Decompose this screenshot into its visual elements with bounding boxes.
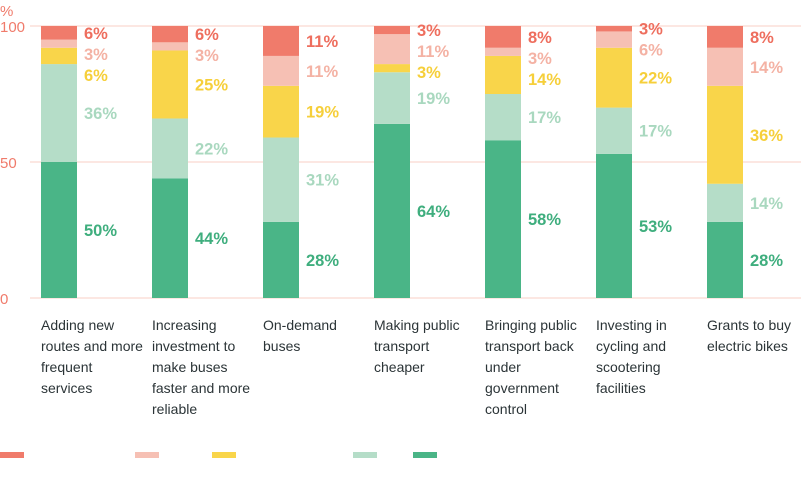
data-label: 14% (750, 195, 783, 213)
data-label: 11% (417, 43, 449, 61)
data-label: 11% (306, 63, 338, 81)
data-label: 22% (195, 140, 228, 158)
data-label: 3% (417, 64, 441, 82)
bar-segment (596, 153, 632, 298)
legend-swatch (0, 452, 24, 458)
category-label: On-demand buses (263, 317, 337, 354)
bar-segment (596, 31, 632, 48)
data-label: 14% (750, 59, 783, 77)
bar-segment (596, 107, 632, 154)
data-label: 17% (528, 109, 561, 127)
data-label: 6% (84, 67, 108, 85)
data-label: 22% (639, 70, 672, 88)
bar-segment (707, 47, 743, 86)
category-label: Investing in cycling and scootering faci… (596, 317, 667, 396)
data-label: 6% (195, 26, 219, 44)
data-label: 50% (84, 222, 117, 240)
data-label: 8% (750, 29, 774, 47)
bar-segment (263, 137, 299, 222)
data-label: 3% (84, 46, 108, 64)
legend-item: Don’t mind/unsure (212, 452, 338, 487)
bar-segment (152, 42, 188, 51)
data-label: 31% (306, 172, 339, 190)
bar-segment (41, 47, 77, 65)
bar-segment (485, 94, 521, 141)
legend-item: Disagree (134, 452, 197, 487)
bar-segment (374, 64, 410, 73)
bar-segment (707, 26, 743, 48)
bar-segment (485, 140, 521, 298)
bar-segment (485, 47, 521, 56)
bar-segment (263, 85, 299, 138)
data-label: 36% (750, 127, 783, 145)
bar-segment (152, 118, 188, 179)
bar-segment (41, 162, 77, 298)
category-label: Making public transport cheaper (374, 317, 460, 375)
legend-item: Strongly agree (413, 452, 514, 487)
data-label: 6% (84, 25, 108, 43)
data-label: 25% (195, 76, 228, 94)
data-label: 3% (195, 47, 219, 65)
data-label: 6% (639, 42, 663, 60)
category-label: Adding new routes and more frequent serv… (41, 317, 143, 396)
y-tick-label: 100 (0, 19, 25, 36)
legend-item: Strongly disagree (0, 452, 121, 487)
bar-segment (41, 39, 77, 48)
data-label: 28% (750, 252, 783, 270)
bar-segment (596, 26, 632, 32)
bar-segment (263, 55, 299, 86)
y-tick-label: 0 (0, 291, 8, 308)
data-label: 58% (528, 211, 561, 229)
y-axis-unit: % (0, 3, 13, 20)
legend-swatch (134, 452, 159, 458)
bar-segment (263, 26, 299, 56)
bar-segment (41, 64, 77, 162)
bar-segment (263, 221, 299, 298)
bar-segment (152, 26, 188, 43)
bar-segment (374, 34, 410, 65)
data-label: 53% (639, 218, 672, 236)
legend-swatch (413, 452, 437, 458)
data-label: 36% (84, 105, 117, 123)
bar-segment (707, 183, 743, 222)
data-label: 11% (306, 33, 338, 51)
data-label: 3% (528, 50, 552, 68)
category-label: Grants to buy electric bikes (707, 317, 792, 354)
bar-segment (374, 26, 410, 35)
data-label: 3% (639, 21, 663, 39)
data-label: 64% (417, 203, 450, 221)
data-label: 8% (528, 29, 552, 47)
bar-segment (41, 26, 77, 40)
legend-swatch (353, 452, 377, 458)
data-label: 17% (639, 123, 672, 141)
bar-segment (485, 26, 521, 48)
bar-segment (374, 72, 410, 124)
data-label: 28% (306, 252, 339, 270)
bar-segment (707, 221, 743, 298)
category-label: Bringing public transport back under gov… (485, 317, 577, 417)
category-label: Increasing investment to make buses fast… (152, 317, 251, 417)
legend-item: Agree (353, 452, 394, 487)
bar-segment (374, 123, 410, 298)
bar-segment (152, 178, 188, 298)
data-label: 19% (306, 104, 339, 122)
y-tick-label: 50 (0, 155, 17, 172)
bar-segment (152, 50, 188, 119)
data-label: 3% (417, 22, 441, 40)
data-label: 14% (528, 71, 561, 89)
data-label: 19% (417, 90, 450, 108)
data-label: 44% (195, 230, 228, 248)
bar-segment (596, 47, 632, 108)
bar-segment (707, 85, 743, 184)
bar-segment (485, 55, 521, 94)
legend-swatch (212, 452, 236, 458)
